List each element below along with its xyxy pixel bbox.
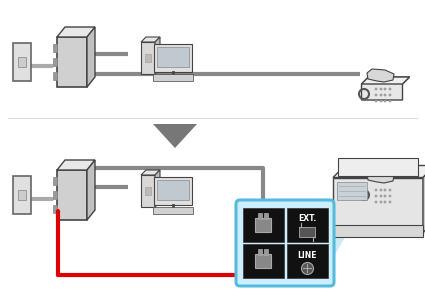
Circle shape xyxy=(375,189,377,191)
Bar xyxy=(255,254,272,268)
Polygon shape xyxy=(153,124,197,148)
Polygon shape xyxy=(141,170,160,175)
Circle shape xyxy=(375,94,377,96)
Circle shape xyxy=(384,201,386,203)
Bar xyxy=(287,244,328,278)
Bar xyxy=(53,58,57,66)
Bar xyxy=(258,249,263,255)
Bar xyxy=(264,213,269,219)
Circle shape xyxy=(380,100,382,102)
Circle shape xyxy=(389,100,391,102)
Bar xyxy=(57,37,87,87)
Polygon shape xyxy=(57,27,95,37)
Bar xyxy=(53,205,57,213)
Circle shape xyxy=(380,189,382,191)
Bar xyxy=(333,224,423,236)
Bar xyxy=(243,244,284,278)
Polygon shape xyxy=(423,166,425,232)
Bar xyxy=(243,208,284,242)
Bar xyxy=(157,47,189,67)
Polygon shape xyxy=(333,190,355,258)
Circle shape xyxy=(384,94,386,96)
Bar xyxy=(154,177,192,205)
Text: EXT.: EXT. xyxy=(298,214,317,223)
Circle shape xyxy=(389,88,391,90)
Bar xyxy=(141,42,155,74)
Bar xyxy=(153,74,193,81)
Circle shape xyxy=(384,189,386,191)
Bar xyxy=(145,54,151,62)
Circle shape xyxy=(389,201,391,203)
Circle shape xyxy=(375,100,377,102)
Bar xyxy=(53,177,57,185)
Circle shape xyxy=(380,195,382,197)
Polygon shape xyxy=(141,37,160,42)
Circle shape xyxy=(380,201,382,203)
Bar xyxy=(264,249,269,255)
Circle shape xyxy=(389,94,391,96)
Circle shape xyxy=(380,94,382,96)
Circle shape xyxy=(389,189,391,191)
Bar xyxy=(157,180,189,200)
Circle shape xyxy=(384,88,386,90)
Bar xyxy=(153,207,193,214)
Circle shape xyxy=(375,195,377,197)
Circle shape xyxy=(375,201,377,203)
Polygon shape xyxy=(367,69,394,82)
Bar xyxy=(287,208,328,242)
Bar xyxy=(53,44,57,52)
Text: LINE: LINE xyxy=(298,251,317,260)
Polygon shape xyxy=(87,27,95,87)
Polygon shape xyxy=(367,170,394,183)
Bar xyxy=(300,227,315,238)
Polygon shape xyxy=(362,178,410,185)
Circle shape xyxy=(301,262,314,274)
Bar xyxy=(141,175,155,207)
Bar xyxy=(255,218,272,232)
Bar xyxy=(145,187,151,195)
Bar xyxy=(338,158,418,175)
Bar xyxy=(57,170,87,220)
Bar xyxy=(18,57,26,67)
Polygon shape xyxy=(155,170,160,207)
Bar xyxy=(18,190,26,200)
Polygon shape xyxy=(87,160,95,220)
Circle shape xyxy=(389,195,391,197)
Polygon shape xyxy=(57,160,95,170)
Circle shape xyxy=(384,195,386,197)
Circle shape xyxy=(375,88,377,90)
Bar xyxy=(13,176,31,214)
Bar xyxy=(154,44,192,72)
Polygon shape xyxy=(155,37,160,74)
FancyBboxPatch shape xyxy=(236,200,334,286)
Bar xyxy=(258,213,263,219)
Bar xyxy=(333,178,423,232)
Bar xyxy=(337,182,367,200)
Circle shape xyxy=(384,100,386,102)
Bar xyxy=(13,43,31,81)
Polygon shape xyxy=(362,77,410,84)
Polygon shape xyxy=(362,178,410,201)
Bar xyxy=(53,191,57,199)
Bar xyxy=(53,72,57,80)
Polygon shape xyxy=(362,77,410,100)
Polygon shape xyxy=(333,166,425,178)
Circle shape xyxy=(380,88,382,90)
